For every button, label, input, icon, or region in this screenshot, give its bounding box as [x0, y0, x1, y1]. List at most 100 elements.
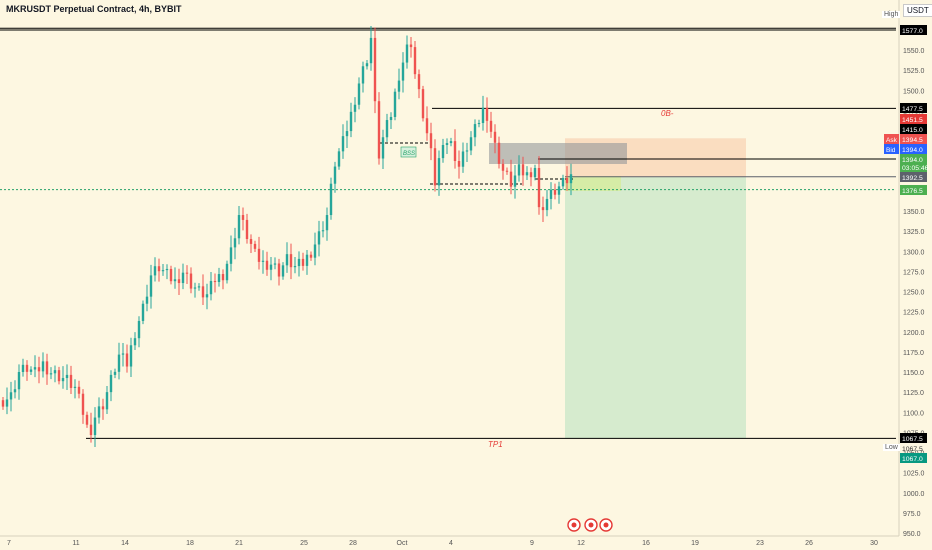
candle-body: [485, 107, 489, 121]
candle-body: [37, 367, 41, 372]
candle: [401, 52, 405, 93]
currency-badge[interactable]: USDT: [903, 4, 932, 17]
event-icon-dot: [588, 522, 594, 528]
candle: [393, 88, 397, 121]
price-label[interactable]: 1392.5: [900, 172, 927, 182]
candle: [405, 35, 409, 69]
price-tag-bid: [884, 144, 899, 154]
candle: [9, 381, 13, 412]
price-label-text: 1394.0: [902, 147, 923, 154]
candle-body: [393, 91, 397, 117]
price-label[interactable]: 1477.5: [900, 103, 927, 113]
price-label[interactable]: Ask 1394.5: [884, 134, 927, 144]
candle-body: [33, 367, 37, 370]
price-label-text: 1577.0: [902, 28, 923, 35]
x-tick-label: 19: [691, 540, 699, 547]
price-label[interactable]: 1376.5: [900, 185, 927, 195]
candle-body: [533, 168, 537, 178]
candle: [441, 138, 445, 163]
candle-body: [525, 172, 529, 176]
candle-body: [377, 101, 381, 159]
candle-body: [133, 338, 137, 346]
candle: [437, 150, 441, 196]
candle: [533, 164, 537, 181]
candle-body: [437, 158, 441, 186]
candle-body: [61, 378, 65, 382]
candle: [453, 129, 457, 169]
candle: [153, 257, 157, 282]
candle-body: [49, 373, 53, 375]
supply-zone[interactable]: [489, 143, 627, 164]
candle-body: [373, 37, 377, 102]
candle-body: [449, 141, 453, 144]
price-label[interactable]: 03:05:46: [900, 162, 929, 172]
price-label[interactable]: 1067.0: [900, 453, 927, 463]
price-label-text: 1394.0: [902, 157, 923, 164]
candle-body: [425, 118, 429, 134]
price-label-text: 1376.5: [902, 188, 923, 195]
candle-body: [509, 171, 513, 187]
candle: [173, 267, 177, 289]
candle: [361, 61, 365, 93]
candle: [357, 77, 361, 110]
candle: [45, 353, 49, 385]
candle: [277, 258, 281, 286]
candle: [237, 206, 241, 245]
candle-body: [41, 361, 45, 372]
price-label-text: 1067.5: [902, 446, 923, 453]
candle-body: [553, 189, 557, 195]
candle: [329, 177, 333, 220]
candle: [17, 364, 21, 400]
entry-zone[interactable]: [565, 176, 621, 191]
candle: [177, 268, 181, 295]
candle-body: [421, 89, 425, 119]
candle: [241, 207, 245, 231]
event-icon-dot: [603, 522, 609, 528]
candle-body: [129, 345, 133, 367]
candle: [5, 387, 9, 415]
candle-body: [145, 296, 149, 304]
price-label[interactable]: 1415.0: [900, 124, 927, 134]
candle: [501, 159, 505, 180]
price-label[interactable]: Bid 1394.0: [884, 144, 927, 154]
candle: [201, 274, 205, 305]
x-tick-label: 21: [235, 540, 243, 547]
candle-body: [445, 143, 449, 145]
economic-event-icon[interactable]: [599, 518, 613, 532]
candle: [245, 213, 249, 244]
candle: [141, 300, 145, 325]
price-label[interactable]: 1067.5: [902, 446, 923, 453]
price-label[interactable]: 1067.5: [900, 433, 927, 443]
economic-event-icon[interactable]: [567, 518, 581, 532]
candle-body: [45, 361, 49, 375]
candle-body: [313, 244, 317, 258]
candle-body: [489, 120, 493, 132]
price-label-box: [900, 134, 927, 144]
candle: [257, 236, 261, 270]
candle-body: [541, 207, 545, 211]
candle: [321, 221, 325, 238]
candle-body: [229, 247, 233, 264]
economic-event-icon[interactable]: [584, 518, 598, 532]
candle: [293, 257, 297, 274]
candle-body: [81, 393, 85, 415]
price-label[interactable]: 1394.0: [900, 154, 927, 164]
take-profit-zone[interactable]: [565, 176, 746, 439]
candle: [521, 156, 525, 186]
price-label-box: [900, 144, 927, 154]
candle: [317, 220, 321, 257]
candle-body: [293, 266, 297, 268]
candle-body: [137, 320, 141, 339]
candle-body: [301, 258, 305, 266]
price-label[interactable]: 1451.5: [900, 114, 927, 124]
candle-body: [165, 268, 169, 271]
candle: [53, 365, 57, 383]
candle-body: [409, 44, 413, 48]
candle-body: [209, 281, 213, 295]
candle-body: [101, 406, 105, 410]
price-label[interactable]: 1577.0: [900, 25, 927, 35]
price-label-text: 1067.5: [902, 436, 923, 443]
candle-body: [169, 268, 173, 282]
